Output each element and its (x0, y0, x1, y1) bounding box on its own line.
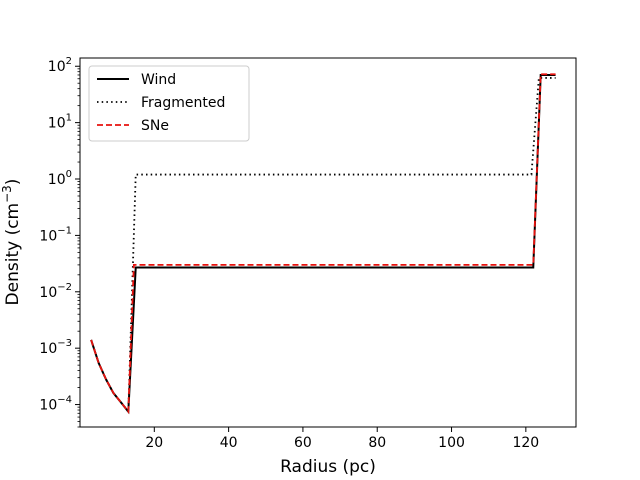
x-tick-label: 80 (368, 435, 386, 451)
legend-label-sne: SNe (141, 118, 169, 134)
x-ticks: 20 40 60 80 100 120 (145, 427, 539, 451)
legend: Wind Fragmented SNe (88, 65, 250, 142)
y-tick-label: 10−2 (39, 282, 72, 301)
y-tick-label: 101 (48, 113, 72, 132)
y-axis-label-close: ) (3, 179, 23, 186)
y-ticks: 10−4 10−3 10−2 10−1 100 101 102 (39, 56, 80, 414)
series-line-sne (90, 73, 556, 415)
legend-label-fragmented: Fragmented (141, 95, 225, 111)
y-axis-label: Density (cm−3) (0, 179, 23, 306)
x-tick-label: 40 (220, 435, 238, 451)
y-tick-label: 10−4 (39, 395, 72, 414)
y-minor-ticks (77, 68, 80, 428)
y-axis-label-exponent: −3 (0, 185, 14, 203)
y-tick-label: 102 (48, 56, 72, 75)
axes-frame (79, 57, 577, 428)
y-tick-label: 10−1 (39, 225, 72, 244)
x-tick-label: 20 (145, 435, 163, 451)
legend-label-wind: Wind (141, 72, 176, 88)
y-tick-label: 100 (48, 169, 72, 188)
x-tick-label: 100 (438, 435, 465, 451)
x-tick-label: 120 (512, 435, 539, 451)
x-tick-label: 60 (294, 435, 312, 451)
y-axis-label-base: Density (cm (3, 203, 23, 306)
legend-box (88, 65, 250, 142)
series-layer (90, 73, 556, 415)
x-axis-label: Radius (pc) (280, 457, 376, 477)
y-tick-label: 10−3 (39, 338, 72, 357)
